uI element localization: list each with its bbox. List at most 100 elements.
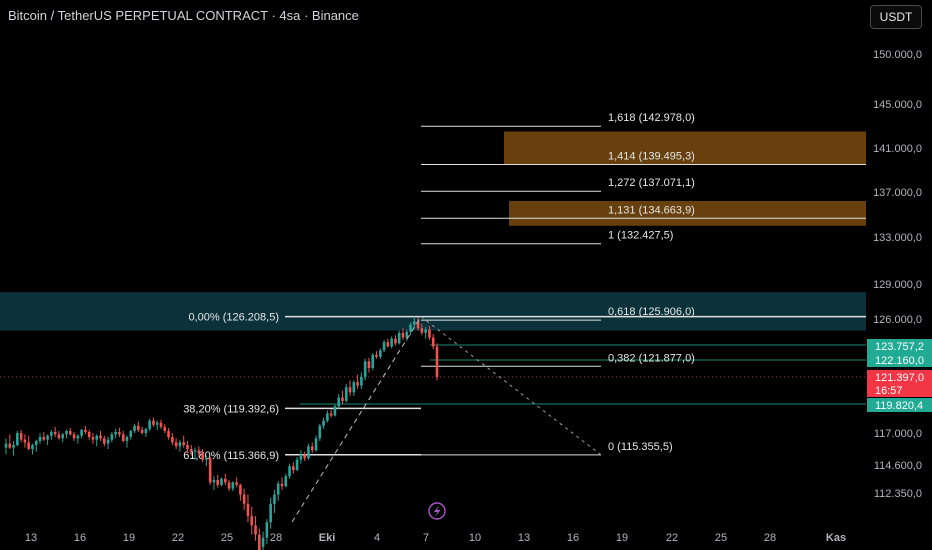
candle-body [386,342,390,347]
x-axis-tick-label: Kas [826,532,846,544]
candle-body [397,332,401,344]
candle-body [239,484,242,495]
candle-body [329,413,333,416]
candle-body [390,338,393,347]
target-zone-brown [509,201,866,226]
fib-extension-label: 1,272 (137.071,1) [608,177,695,189]
candle-body [34,441,38,445]
candle-body [326,413,329,421]
candle-body [269,503,272,523]
x-axis-tick-label: 22 [172,532,184,544]
x-axis-tick-label: 19 [123,532,135,544]
candle-body [8,443,12,448]
price-badge-label: 123.757,2 [875,341,924,353]
x-axis-tick-label: 13 [518,532,530,544]
candle-body [314,438,318,451]
candle-body [254,525,257,535]
price-badge-label: 122.160,0 [875,355,924,367]
price-badge [867,370,932,384]
candle-body [295,459,299,470]
lightning-icon[interactable] [428,502,446,520]
candle-body [242,494,246,504]
x-axis-tick-label: 22 [666,532,678,544]
x-axis-tick-label: 10 [469,532,481,544]
candle-body [140,429,144,433]
candle-body [333,406,337,416]
y-axis-tick-label: 129.000,0 [873,279,922,291]
candle-body [155,422,159,425]
candle-body [186,445,189,449]
x-axis-tick-label: 16 [74,532,86,544]
candle-body [31,445,34,449]
candle-body [42,437,46,440]
fib-extension-label: 0,382 (121.877,0) [608,352,695,364]
candle-body [292,466,295,470]
candle-body [148,420,151,429]
target-zone-brown [504,131,866,165]
y-axis-tick-label: 141.000,0 [873,143,922,155]
candle-body [72,434,76,439]
candle-body [318,425,322,439]
x-axis-tick-label: 4 [374,532,380,544]
x-axis-tick-label: 13 [25,532,37,544]
candle-body [227,482,231,489]
price-badge [867,398,932,412]
y-axis-tick-label: 112.350,0 [874,488,922,500]
x-axis-tick-label: 19 [616,532,628,544]
candle-body [405,331,409,338]
candle-body [174,442,178,447]
candle-body [80,429,83,436]
candle-body [420,328,424,333]
candle-body [299,454,303,460]
y-axis-tick-label: 150.000,0 [873,49,922,61]
candle-body [223,478,227,483]
candle-body [276,483,280,495]
price-badge [867,353,932,367]
candle-body [344,387,348,401]
y-axis-tick-label: 133.000,0 [873,232,922,244]
candle-body [382,342,386,351]
candle-body [360,376,363,386]
candle-body [208,458,212,483]
fib-extension-label: 0 (115.355,5) [608,441,673,453]
candle-body [68,430,72,435]
candle-body [205,458,208,460]
fib-extension-label: 1,414 (139.495,3) [608,151,695,163]
candle-body [137,425,140,430]
candle-body [167,430,170,437]
chart-title: Bitcoin / TetherUS PERPETUAL CONTRACT · … [8,8,359,23]
candle-body [91,437,95,440]
fib-trend-line[interactable] [291,316,422,523]
candle-body [212,479,216,483]
candle-body [178,442,182,447]
candle-body [428,329,431,338]
candle-body [303,454,306,459]
candle-body [144,428,148,433]
candle-body [197,450,201,453]
candle-body [65,430,68,435]
candle-body [261,537,265,547]
candle-body [341,397,344,401]
candle-body [371,354,375,369]
candle-body [16,433,19,445]
fib-retracement-label: 38,20% (119.392,6) [183,403,279,415]
candle-body [87,431,91,437]
support-zone-teal [0,292,866,331]
candle-body [193,450,197,452]
fib-extension-label: 1,131 (134.663,9) [608,204,695,216]
currency-button[interactable]: USDT [870,5,922,29]
candle-body [322,420,325,426]
y-axis-tick-label: 114.600,0 [874,460,922,472]
candle-body [424,329,427,333]
fib-trend-line[interactable] [420,316,602,456]
candle-body [235,482,238,485]
y-axis-tick-label: 137.000,0 [873,187,922,199]
candle-body [23,439,27,443]
fib-retracement-label: 0,00% (126.208,5) [188,312,279,324]
candle-body [4,443,8,448]
fib-extension-label: 1 (132.427,5) [608,230,673,242]
candle-body [27,442,30,449]
candle-body [284,476,288,487]
candle-body [12,445,15,448]
